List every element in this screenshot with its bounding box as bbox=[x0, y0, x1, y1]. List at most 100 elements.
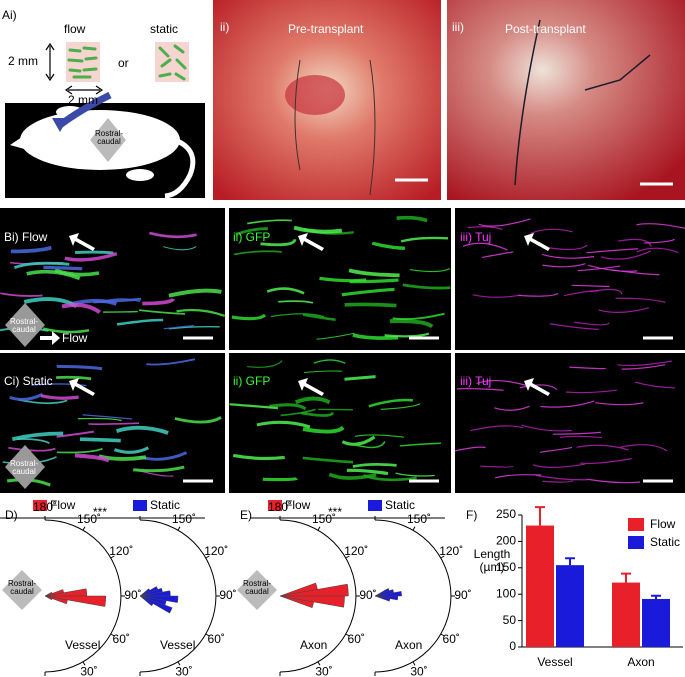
orientation-badge bbox=[2, 570, 42, 610]
angle-tick bbox=[412, 661, 416, 666]
rose-wedge bbox=[44, 595, 107, 607]
fiber bbox=[456, 388, 504, 391]
fiber bbox=[530, 228, 573, 234]
badge-text: Rostral-caudal bbox=[9, 459, 38, 477]
rose-arc bbox=[139, 519, 217, 673]
fiber bbox=[168, 288, 222, 298]
fiber bbox=[316, 332, 355, 340]
angle-tick bbox=[110, 633, 115, 637]
fiber bbox=[636, 247, 679, 254]
orientation-badge bbox=[237, 570, 277, 610]
y-tick-label: 0 bbox=[509, 639, 516, 653]
angle-tick bbox=[317, 661, 321, 666]
legend-swatch bbox=[268, 500, 282, 511]
fiber bbox=[229, 403, 279, 410]
fiber bbox=[462, 242, 508, 251]
fiber bbox=[389, 319, 434, 329]
fiber bbox=[540, 400, 595, 408]
fiber bbox=[620, 444, 668, 452]
angle-tick bbox=[110, 555, 115, 559]
fiber bbox=[278, 300, 314, 304]
fiber bbox=[352, 333, 399, 340]
fiber bbox=[519, 384, 558, 391]
fiber bbox=[352, 463, 397, 468]
angle-tick bbox=[317, 526, 321, 531]
fiber bbox=[542, 263, 586, 268]
rose-wedge bbox=[139, 595, 173, 614]
fiber bbox=[341, 287, 395, 297]
panel-label: ii) bbox=[220, 20, 229, 34]
panel-label: E) bbox=[240, 508, 252, 522]
bar bbox=[556, 565, 584, 647]
fiber bbox=[232, 453, 285, 461]
fiber bbox=[395, 472, 435, 477]
badge-text: Rostral-caudal bbox=[9, 317, 38, 335]
dimension-label: 2 mm bbox=[8, 54, 38, 68]
angle-tick-label: 30˚ bbox=[175, 664, 192, 677]
fiber bbox=[88, 422, 140, 425]
fiber bbox=[295, 396, 331, 405]
rose-arc bbox=[374, 519, 452, 673]
axis-title: Length (µm) bbox=[473, 547, 511, 574]
x-tick-label: Axon bbox=[627, 655, 654, 669]
fiber bbox=[467, 226, 503, 230]
bar bbox=[642, 598, 670, 647]
suture bbox=[294, 59, 376, 196]
fiber bbox=[233, 250, 282, 256]
y-tick-label: 200 bbox=[496, 534, 516, 548]
fiber bbox=[346, 468, 389, 476]
fiber bbox=[392, 312, 445, 321]
fiber bbox=[74, 453, 110, 463]
y-tick-label: 100 bbox=[496, 586, 516, 600]
angle-tick-label: 60˚ bbox=[113, 632, 130, 646]
error-bar bbox=[535, 506, 545, 526]
fiber bbox=[61, 303, 101, 314]
fiber bbox=[476, 379, 530, 387]
legend-swatch bbox=[33, 500, 47, 511]
subject-label: Axon bbox=[300, 638, 327, 652]
pointer-arrow bbox=[298, 378, 324, 396]
error-bar bbox=[651, 594, 661, 599]
fiber bbox=[354, 434, 404, 438]
photo-title: Pre-transplant bbox=[288, 22, 364, 36]
angle-tick-label: 60˚ bbox=[443, 632, 460, 646]
fiber bbox=[82, 414, 133, 420]
angle-tick bbox=[440, 555, 445, 559]
fiber bbox=[104, 298, 140, 303]
fiber bbox=[149, 231, 197, 239]
y-tick-label: 250 bbox=[496, 507, 516, 521]
fiber bbox=[396, 215, 428, 223]
fiber bbox=[586, 478, 641, 484]
legend-label: Flow bbox=[650, 517, 676, 531]
fiber bbox=[344, 375, 376, 381]
fiber bbox=[77, 417, 122, 422]
angle-tick bbox=[440, 633, 445, 637]
sample-label: static bbox=[150, 22, 178, 36]
fiber bbox=[518, 292, 559, 297]
fiber bbox=[235, 227, 268, 236]
fiber bbox=[402, 283, 451, 290]
angle-tick-label: 30˚ bbox=[80, 664, 97, 677]
angle-tick bbox=[177, 526, 181, 531]
angle-tick-label: 120˚ bbox=[344, 544, 368, 558]
badge-text: Rostral-caudal bbox=[94, 129, 123, 147]
or-label: or bbox=[118, 56, 129, 70]
fiber bbox=[399, 442, 441, 447]
angle-tick-label: 180˚ bbox=[268, 500, 292, 514]
panel-label: iii) Tuj bbox=[460, 230, 491, 244]
angle-tick bbox=[345, 555, 350, 559]
fiber bbox=[146, 358, 196, 366]
fiber bbox=[56, 430, 95, 438]
fiber bbox=[617, 238, 652, 247]
fiber bbox=[549, 323, 599, 330]
angle-tick-label: 30˚ bbox=[315, 664, 332, 677]
angle-tick-label: 90˚ bbox=[454, 588, 471, 602]
subject-label: Vessel bbox=[65, 638, 100, 652]
fiber bbox=[231, 313, 267, 321]
fiber bbox=[615, 297, 666, 303]
fiber bbox=[42, 327, 90, 334]
fiber bbox=[571, 284, 610, 288]
angle-tick-label: 120˚ bbox=[204, 544, 228, 558]
fiber bbox=[552, 431, 601, 435]
fiber bbox=[348, 268, 400, 278]
